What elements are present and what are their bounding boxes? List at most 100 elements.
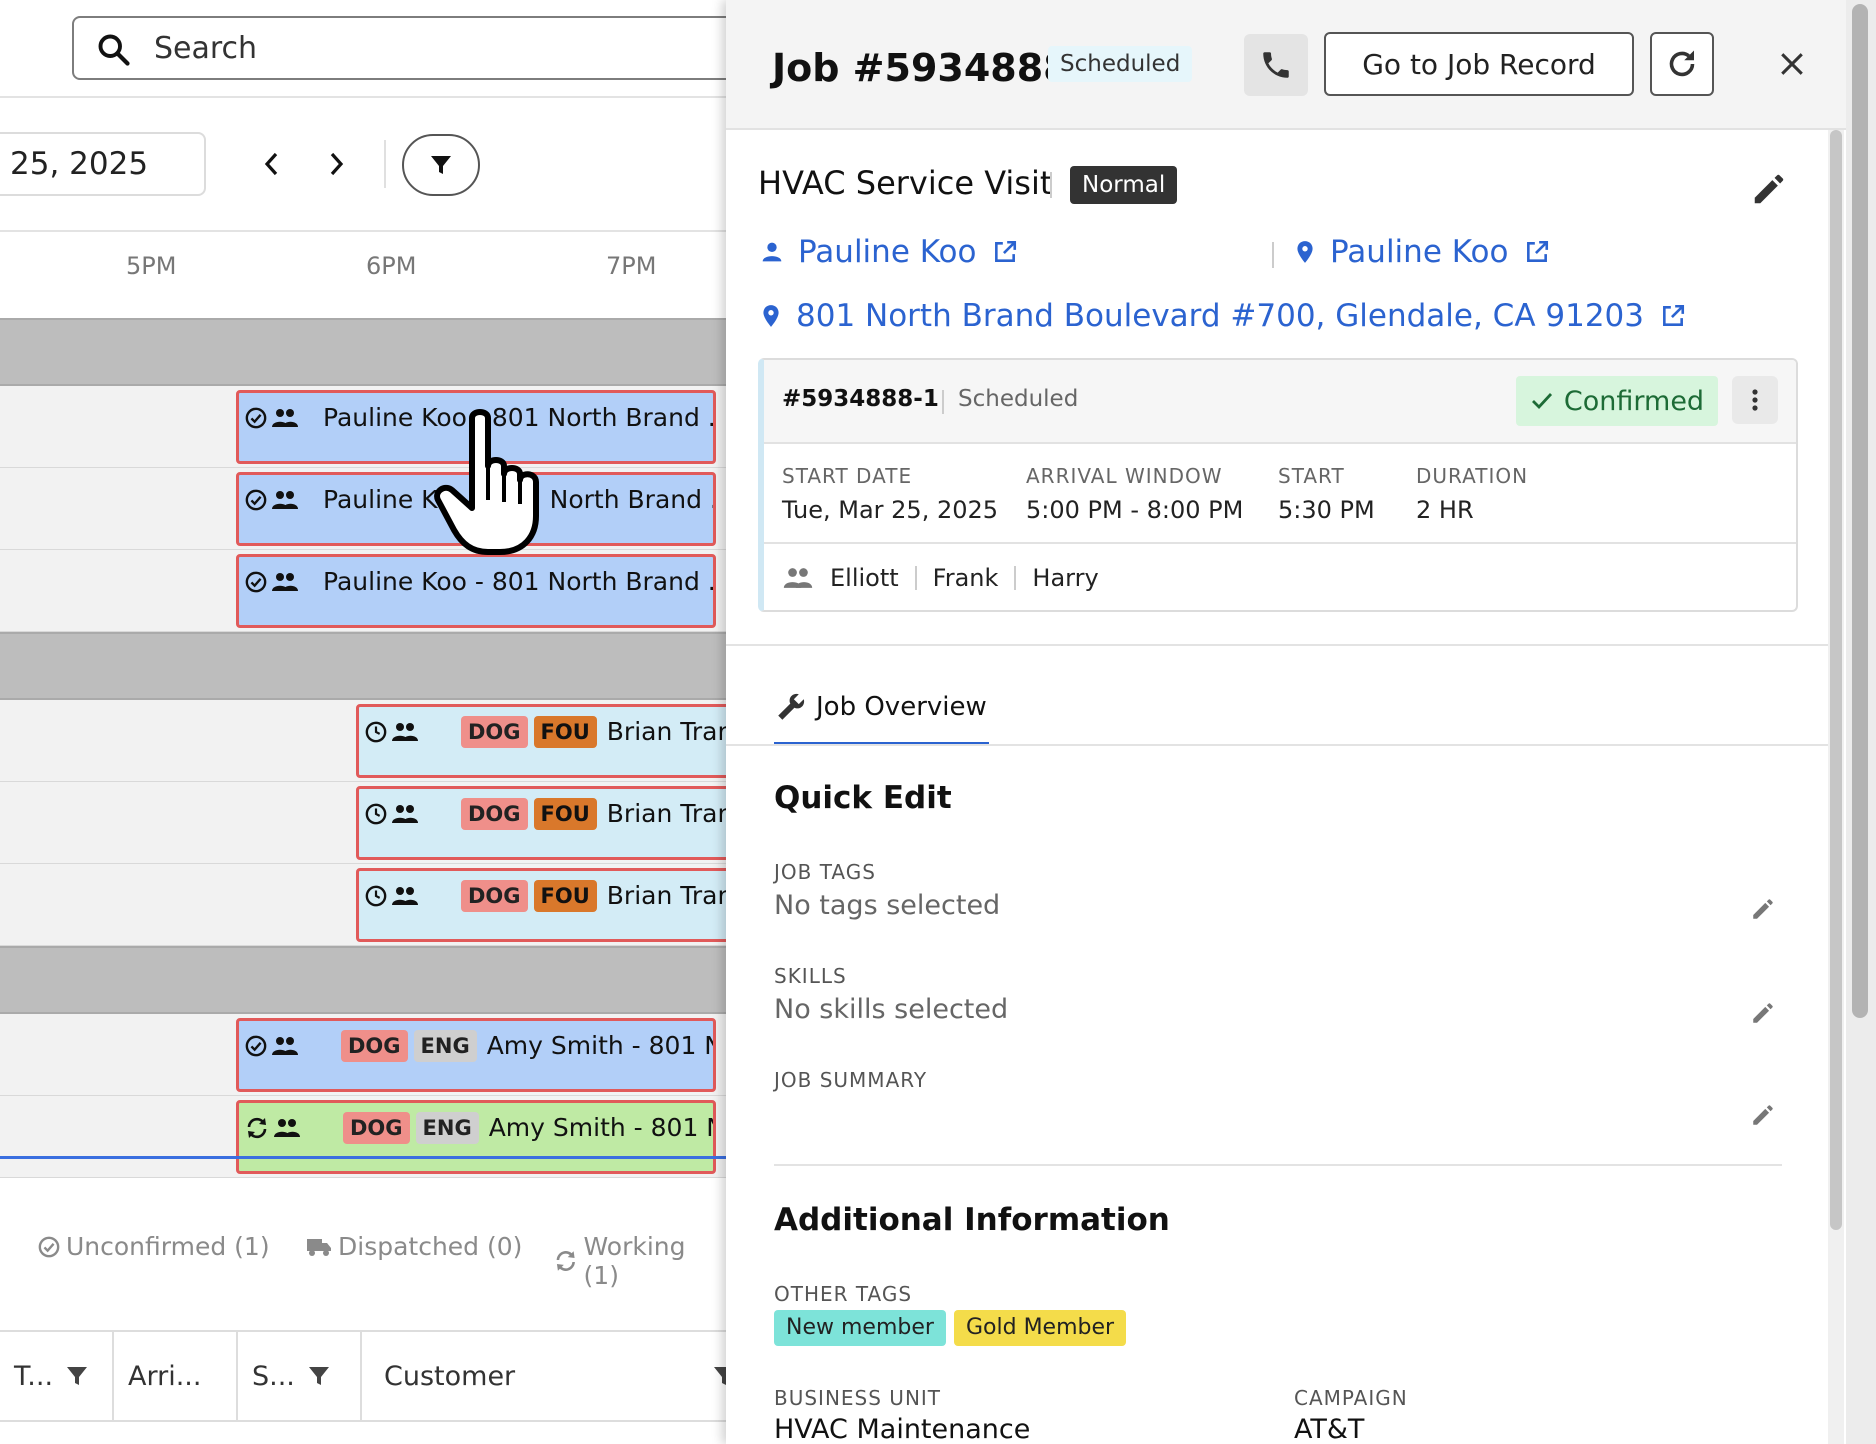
column-header-type[interactable]: T... <box>0 1332 114 1420</box>
campaign-label: CAMPAIGN <box>1294 1386 1408 1410</box>
truck-icon <box>307 1238 331 1256</box>
team-icon <box>392 805 418 823</box>
date-picker[interactable]: 25, 2025 <box>0 132 206 196</box>
column-header-label: Customer <box>384 1360 516 1392</box>
technician-name: Elliott <box>830 564 899 592</box>
edit-job-summary-icon[interactable] <box>1750 1102 1776 1128</box>
confirmed-badge[interactable]: Confirmed <box>1516 376 1718 426</box>
panel-header: Job #5934888 Scheduled Go to Job Record <box>726 0 1846 130</box>
tab-label: Job Overview <box>816 692 987 722</box>
team-icon <box>783 568 813 588</box>
location-link[interactable]: Pauline Koo <box>1292 234 1550 270</box>
technician-group-header[interactable] <box>0 632 726 700</box>
prev-day-button[interactable] <box>250 140 294 188</box>
close-panel-button[interactable] <box>1772 44 1812 84</box>
other-tags-label: OTHER TAGS <box>774 1282 913 1306</box>
appointment-id: #5934888-1 <box>782 386 939 412</box>
divider <box>384 140 386 188</box>
confirmed-icon <box>245 407 267 429</box>
edit-skills-icon[interactable] <box>1750 1000 1776 1026</box>
divider <box>726 744 1828 746</box>
location-pin-icon <box>763 305 779 327</box>
search-box[interactable] <box>72 16 726 80</box>
filter-button[interactable] <box>402 134 480 196</box>
technician-group-header[interactable] <box>0 946 726 1014</box>
panel-scrollbar-thumb[interactable] <box>1830 130 1842 1230</box>
job-detail-panel: Job #5934888 Scheduled Go to Job Record … <box>726 0 1846 1444</box>
column-header-arrival[interactable]: Arri... <box>114 1332 238 1420</box>
job-card-label: Pauline Koo - 801 North Brand ... <box>323 567 716 596</box>
filter-icon <box>431 156 451 174</box>
technician-group-header[interactable] <box>0 318 726 386</box>
filter-icon[interactable] <box>712 1364 726 1388</box>
job-card[interactable]: DOG FOU Brian Tran - <box>356 868 726 942</box>
job-tag: DOG <box>343 1112 410 1144</box>
job-card-label: Brian Tran - <box>606 881 726 910</box>
other-tag-chip: Gold Member <box>954 1310 1127 1346</box>
location-name[interactable]: Pauline Koo <box>1330 234 1509 270</box>
filter-icon[interactable] <box>307 1364 331 1388</box>
status-filter-working[interactable]: Working (1) <box>554 1232 726 1290</box>
call-button[interactable] <box>1244 34 1308 96</box>
clock-icon <box>365 721 387 743</box>
status-filter-label: Unconfirmed (1) <box>66 1232 270 1261</box>
job-tag: DOG <box>461 716 528 748</box>
job-card-label: Brian Tran - <box>606 799 726 828</box>
column-header-customer[interactable]: Customer <box>362 1332 726 1420</box>
external-link-icon <box>1527 240 1549 262</box>
chevron-right-icon <box>330 152 344 176</box>
assigned-technicians: Elliott Frank Harry <box>782 564 1099 592</box>
divider <box>0 96 726 98</box>
kebab-menu-icon <box>1752 389 1758 411</box>
team-icon <box>272 491 298 509</box>
address-text[interactable]: 801 North Brand Boulevard #700, Glendale… <box>796 298 1645 334</box>
clock-icon <box>365 885 387 907</box>
edit-job-tags-icon[interactable] <box>1750 896 1776 922</box>
status-filter-dispatched[interactable]: Dispatched (0) <box>306 1232 522 1261</box>
go-to-job-record-button[interactable]: Go to Job Record <box>1324 32 1634 96</box>
filter-icon[interactable] <box>65 1364 89 1388</box>
customer-link[interactable]: Pauline Koo <box>758 234 1018 270</box>
table-header: T... Arri... S... Customer <box>0 1330 726 1422</box>
team-icon <box>272 409 298 427</box>
location-pin-icon <box>1297 241 1313 263</box>
next-day-button[interactable] <box>314 140 358 188</box>
column-header-status[interactable]: S... <box>238 1332 362 1420</box>
team-icon <box>392 723 418 741</box>
divider <box>942 390 944 414</box>
page-scrollbar-thumb[interactable] <box>1852 4 1868 1018</box>
address-link[interactable]: 801 North Brand Boulevard #700, Glendale… <box>758 298 1686 334</box>
start-time-value: 5:30 PM <box>1278 496 1375 524</box>
column-header-label: Arri... <box>128 1360 202 1392</box>
status-filter-unconfirmed[interactable]: Unconfirmed (1) <box>38 1232 270 1261</box>
job-card[interactable]: DOG FOU Brian Tran - <box>356 786 726 860</box>
check-icon <box>1531 393 1552 410</box>
skills-label: SKILLS <box>774 964 847 988</box>
business-unit-label: BUSINESS UNIT <box>774 1386 942 1410</box>
job-tag: FOU <box>533 798 597 830</box>
duration-label: DURATION <box>1416 464 1529 488</box>
tab-job-overview[interactable]: Job Overview <box>774 672 989 746</box>
divider <box>0 230 726 232</box>
chevron-left-icon <box>264 152 278 176</box>
edit-pencil-icon[interactable] <box>1750 170 1788 208</box>
skills-value: No skills selected <box>774 994 1009 1025</box>
arrival-window-label: ARRIVAL WINDOW <box>1026 464 1223 488</box>
appointment-menu-button[interactable] <box>1732 376 1778 424</box>
hour-label: 5PM <box>126 252 177 280</box>
hour-label: 6PM <box>366 252 417 280</box>
start-date-value: Tue, Mar 25, 2025 <box>782 496 999 524</box>
job-card[interactable]: Pauline Koo - 801 North Brand ... <box>236 554 716 628</box>
refresh-button[interactable] <box>1650 32 1714 96</box>
divider <box>764 542 1796 544</box>
job-card-label: Amy Smith - 801 N... <box>488 1113 713 1142</box>
search-input[interactable] <box>154 28 654 68</box>
job-card[interactable]: DOG ENG Amy Smith - 801 N... <box>236 1100 716 1174</box>
customer-name[interactable]: Pauline Koo <box>798 234 977 270</box>
additional-info-title: Additional Information <box>774 1202 1170 1238</box>
arrival-window-value: 5:00 PM - 8:00 PM <box>1026 496 1244 524</box>
job-card[interactable]: DOG ENG Amy Smith - 801 N... <box>236 1018 716 1092</box>
working-icon <box>556 1251 575 1271</box>
divider <box>774 1164 1782 1166</box>
job-card[interactable]: DOG FOU Brian Tran - <box>356 704 726 778</box>
